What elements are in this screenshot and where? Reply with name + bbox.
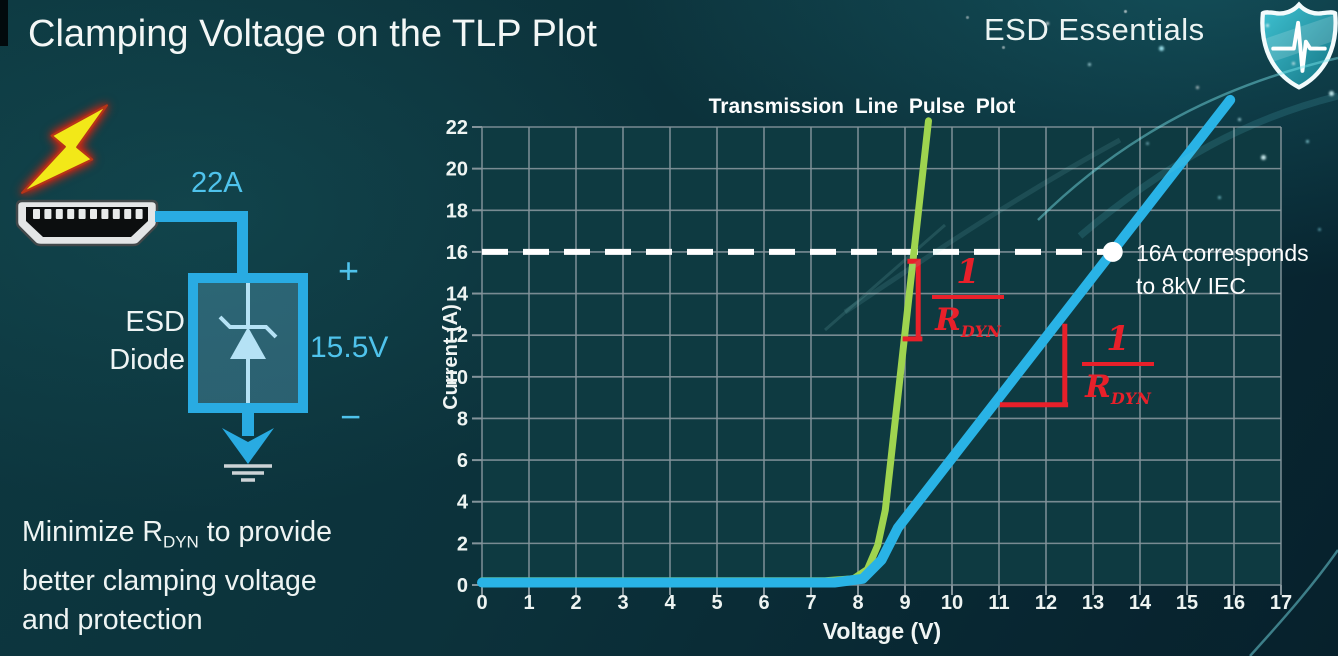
fraction-numerator: 1 [932, 251, 1004, 299]
note-line2: better clamping voltage [22, 564, 317, 597]
svg-text:16: 16 [446, 242, 468, 264]
svg-text:16: 16 [1223, 592, 1245, 614]
svg-text:8: 8 [457, 408, 468, 430]
brand-name: ESD Essentials [984, 12, 1205, 47]
marker-label-line1: 16A corresponds [1136, 240, 1309, 266]
svg-text:4: 4 [457, 492, 469, 514]
note-line1-sub: DYN [162, 532, 199, 552]
tlp-plot: 0 1 2 3 4 5 6 7 8 9 10 11 12 13 14 15 16 1702468101214161… [446, 94, 1292, 614]
svg-text:2: 2 [570, 592, 581, 614]
svg-text:10: 10 [941, 592, 963, 614]
slide-title: Clamping Voltage on the TLP Plot [28, 13, 597, 55]
note-line1-post: to provide [198, 516, 332, 548]
svg-text:0: 0 [457, 575, 468, 597]
svg-text:3: 3 [617, 592, 628, 614]
lightning-bolt-icon [21, 104, 108, 194]
slope-indicator-0 [907, 258, 921, 339]
svg-text:14: 14 [446, 284, 469, 306]
svg-text:18: 18 [446, 200, 468, 222]
note-line3: and protection [22, 603, 203, 636]
clamp-voltage-label: 15.5V [310, 331, 389, 364]
svg-text:6: 6 [457, 450, 468, 472]
svg-text:7: 7 [805, 592, 816, 614]
svg-text:12: 12 [446, 325, 468, 347]
polarity-minus: − [340, 396, 362, 437]
fraction-numerator: 1 [1082, 318, 1154, 366]
svg-text:2: 2 [457, 533, 468, 555]
svg-text:6: 6 [758, 592, 769, 614]
curve-blue [477, 94, 1236, 588]
x-axis-title: Voltage (V) [822, 618, 942, 644]
polarity-plus: + [338, 250, 360, 291]
svg-text:11: 11 [988, 592, 1009, 614]
esd-diode-label-line1: ESD [125, 306, 185, 338]
svg-text:14: 14 [1129, 592, 1152, 614]
svg-text:22: 22 [446, 117, 468, 139]
rdyn-r: R [935, 302, 961, 338]
note-line1-pre: Minimize R [22, 516, 163, 548]
rdyn-sub: DYN [1110, 389, 1151, 409]
svg-text:20: 20 [446, 159, 468, 181]
rdyn-r: R [1085, 369, 1111, 405]
rdyn-fraction-blue: 1 RDYN [1078, 318, 1158, 420]
shield-pulse-icon [1260, 1, 1338, 90]
plot-light-streak [824, 223, 946, 332]
svg-text:8: 8 [852, 592, 863, 614]
wire-vertical [237, 211, 248, 275]
threshold-marker-dot [1102, 241, 1123, 262]
note-text: Minimize RDYN to provide better clamping… [22, 513, 332, 640]
marker-label: 16A corresponds to 8kV IEC [1136, 237, 1309, 303]
esd-diode-label: ESD Diode [60, 303, 185, 379]
fraction-denominator: RDYN [928, 299, 1008, 353]
svg-text:0: 0 [476, 592, 487, 614]
svg-text:17: 17 [1270, 592, 1292, 614]
zener-diode-icon [218, 283, 278, 403]
rdyn-sub: DYN [960, 322, 1001, 342]
esd-diode-label-line2: Diode [109, 344, 185, 376]
svg-text:1: 1 [523, 592, 534, 614]
fraction-denominator: RDYN [1078, 366, 1158, 420]
esd-diode-box [188, 273, 308, 413]
ground-icon [224, 464, 272, 482]
svg-text:12: 12 [1035, 592, 1057, 614]
svg-text:9: 9 [899, 592, 910, 614]
surge-current-label: 22A [191, 167, 243, 199]
svg-text:10: 10 [446, 367, 468, 389]
svg-text:13: 13 [1082, 592, 1104, 614]
chart-title: Transmission Line Pulse Plot [708, 95, 1016, 118]
wire-horizontal [155, 211, 247, 222]
svg-text:4: 4 [664, 592, 676, 614]
svg-text:15: 15 [1176, 592, 1198, 614]
rdyn-fraction-green: 1 RDYN [928, 251, 1008, 353]
hdmi-connector-icon [15, 199, 159, 247]
marker-label-line2: to 8kV IEC [1136, 273, 1246, 299]
screen-edge-artifact [0, 0, 8, 46]
svg-text:5: 5 [711, 592, 722, 614]
down-arrow-icon [222, 408, 274, 464]
